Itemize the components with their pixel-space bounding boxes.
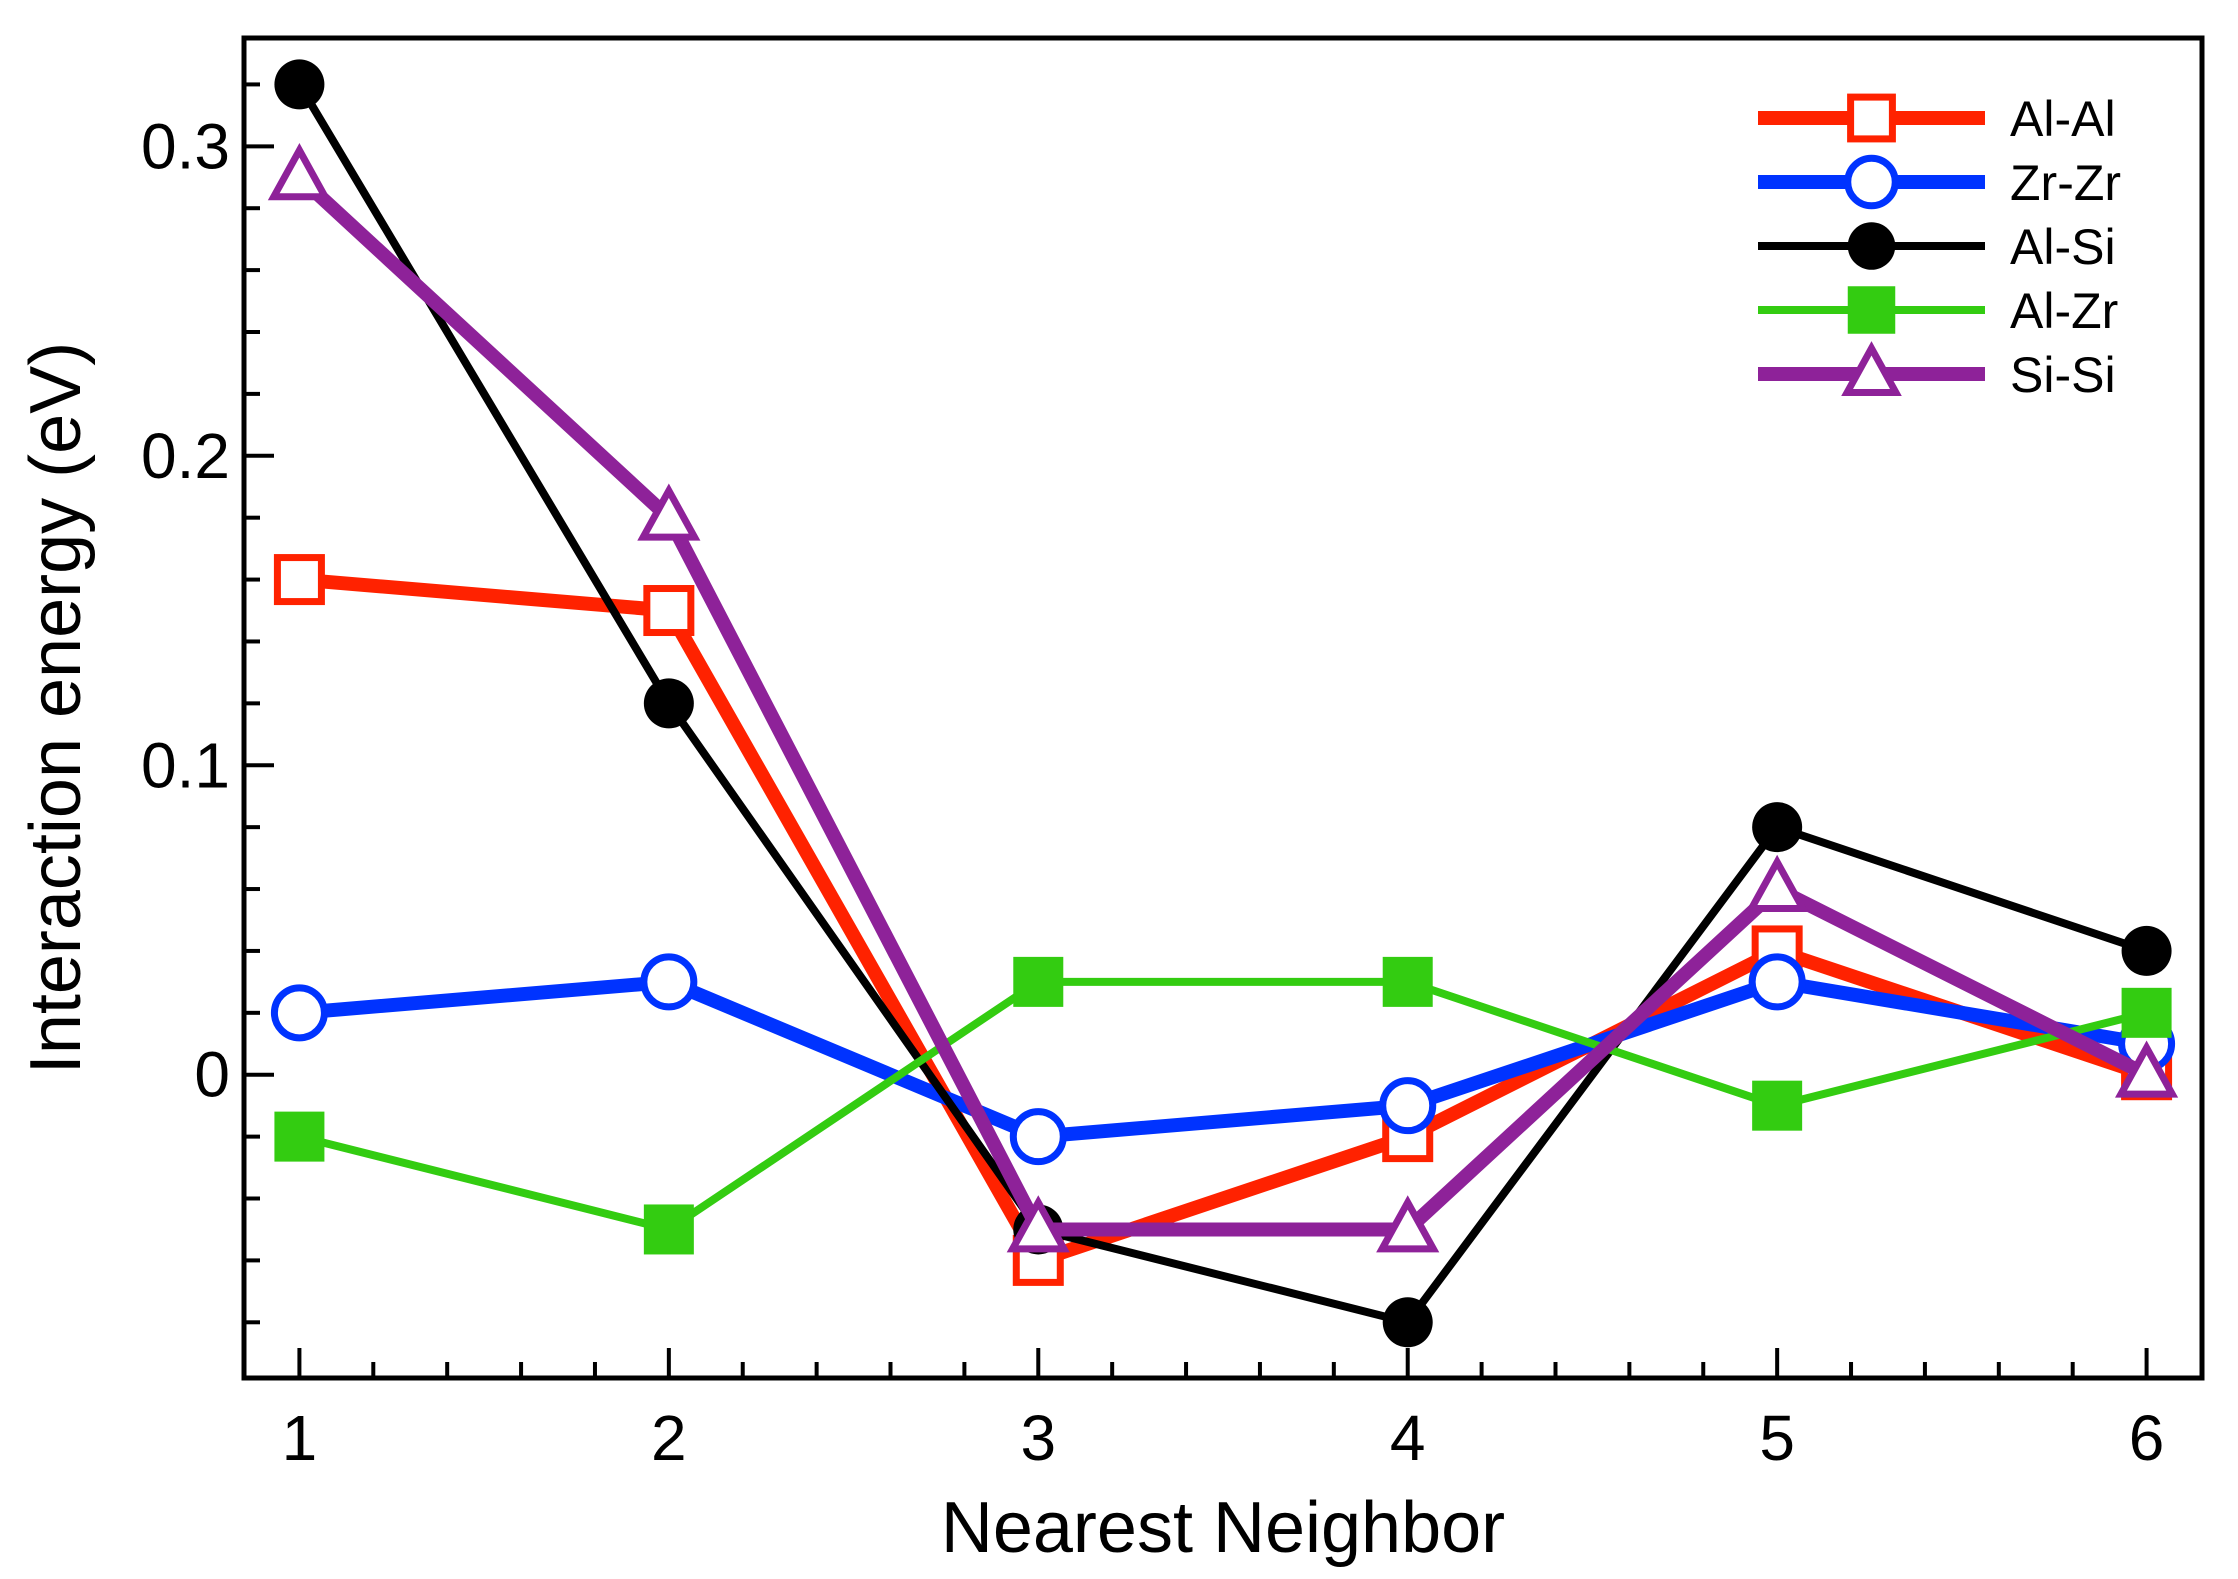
series-line-zr-zr [298,974,2148,1144]
legend-entry-zr-zr: Zr-Zr [1758,154,2121,211]
y-tick-label: 0.1 [141,729,230,801]
data-point-al-zr [1382,956,1433,1007]
series-zr-zr [270,953,2176,1166]
x-tick-label: 3 [1020,1402,1056,1474]
legend-marker-al-zr [1847,286,1896,334]
data-point-al-si [643,678,694,729]
legend: Al-Al Zr-Zr Al-Si Al-Zr Si-Si [1758,91,2121,403]
data-point-al-zr [643,1204,694,1255]
data-point-zr-zr [1009,1108,1067,1166]
data-point-al-si [1752,802,1803,853]
series-line-si-si [294,172,2150,1237]
legend-entry-al-zr: Al-Zr [1758,283,2118,339]
legend-entry-si-si: Si-Si [1758,341,2116,403]
legend-label-al-si: Al-Si [2010,219,2116,275]
legend-marker-al-si [1847,222,1896,270]
data-point-al-al [273,554,325,606]
plot-frame [241,35,2205,1381]
data-point-al-zr [2121,987,2172,1038]
tick-labels: 1 2 3 4 5 6 0 0.1 0.2 0.3 [141,110,2164,1474]
y-tick-label: 0.2 [141,420,230,492]
legend-entry-al-si: Al-Si [1758,219,2116,275]
data-point-si-si [1745,854,1809,912]
data-point-si-si [267,143,331,201]
legend-marker-zr-zr [1844,154,1899,210]
x-axis-title: Nearest Neighbor [941,1488,1505,1568]
data-point-al-si [2121,925,2172,976]
x-tick-label: 1 [282,1402,318,1474]
data-point-al-al [643,585,695,637]
legend-marker-si-si [1841,341,1902,396]
series-si-si [267,143,2179,1253]
data-point-zr-zr [1379,1077,1437,1135]
data-point-si-si [1376,1195,1440,1253]
legend-label-zr-zr: Zr-Zr [2010,155,2121,211]
x-tick-label: 2 [651,1402,687,1474]
x-tick-label: 5 [1759,1402,1795,1474]
data-point-zr-zr [1748,953,1806,1011]
y-tick-label: 0.3 [141,110,230,182]
x-tick-label: 6 [2129,1402,2165,1474]
data-point-zr-zr [640,953,698,1011]
data-point-al-zr [1013,956,1064,1007]
legend-entry-al-al: Al-Al [1758,91,2116,147]
data-point-al-zr [1752,1080,1803,1131]
legend-label-al-al: Al-Al [2010,91,2116,147]
plot-series [267,59,2179,1348]
data-point-al-si [1382,1297,1433,1348]
data-point-si-si [637,483,701,541]
data-point-al-si [274,59,325,110]
data-point-si-si [1006,1195,1070,1253]
x-tick-label: 4 [1390,1402,1426,1474]
data-point-al-zr [274,1111,325,1162]
legend-label-si-si: Si-Si [2010,347,2116,403]
legend-marker-al-al [1847,93,1896,143]
y-axis-title: Interaction energy (eV) [16,342,96,1074]
series-line-al-si [295,82,2148,1327]
series-al-zr [274,956,2172,1255]
y-tick-label: 0 [194,1039,230,1111]
axis-ticks [244,82,2149,1378]
series-line-al-zr [298,977,2148,1234]
series-al-si [274,59,2172,1348]
legend-label-al-zr: Al-Zr [2010,283,2118,339]
data-point-zr-zr [270,984,328,1042]
data-point-si-si [2115,1040,2179,1098]
